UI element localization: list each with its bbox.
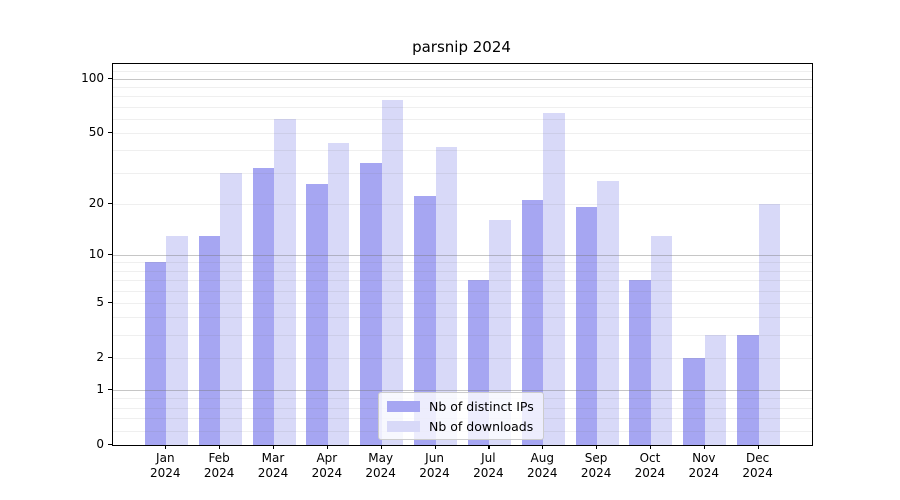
gridline-minor bbox=[113, 118, 812, 120]
bar-downloads-jan bbox=[166, 235, 188, 445]
x-tick-label: Sep 2024 bbox=[580, 451, 612, 480]
bar-distinct-ips-sep bbox=[575, 207, 598, 445]
x-tick-mark bbox=[165, 445, 167, 449]
gridline-major bbox=[113, 390, 812, 392]
x-tick-mark bbox=[380, 445, 382, 449]
gridline-minor bbox=[113, 290, 812, 292]
bar-distinct-ips-aug bbox=[521, 199, 544, 445]
x-tick-label: Jan 2024 bbox=[150, 451, 181, 480]
bar-downloads-nov bbox=[704, 335, 727, 445]
bar-downloads-oct bbox=[650, 235, 673, 445]
x-tick-label: Aug 2024 bbox=[526, 451, 558, 480]
legend-item-downloads: Nb of downloads bbox=[387, 419, 535, 434]
bar-distinct-ips-oct bbox=[629, 280, 651, 445]
legend-label-distinct-ips: Nb of distinct IPs bbox=[429, 398, 534, 414]
y-tick-mark bbox=[108, 77, 112, 80]
legend-label-downloads: Nb of downloads bbox=[429, 418, 534, 434]
x-tick-mark bbox=[434, 445, 436, 449]
x-tick-mark bbox=[757, 445, 759, 449]
gridline-minor bbox=[113, 172, 812, 174]
x-tick-mark bbox=[649, 445, 652, 449]
bar-downloads-jul bbox=[489, 220, 511, 445]
bar-distinct-ips-apr bbox=[306, 183, 328, 445]
gridline-major bbox=[113, 254, 812, 256]
gridline-minor bbox=[113, 87, 812, 89]
bar-distinct-ips-may bbox=[360, 163, 382, 445]
legend: Nb of distinct IPs Nb of downloads bbox=[378, 392, 544, 440]
bar-downloads-aug bbox=[543, 112, 565, 445]
x-tick-mark bbox=[326, 445, 329, 449]
x-tick-mark bbox=[542, 445, 544, 449]
x-tick-label: Dec 2024 bbox=[742, 451, 773, 480]
bar-downloads-jun bbox=[435, 146, 458, 445]
bar-downloads-may bbox=[381, 100, 404, 445]
y-tick-label: 100 bbox=[81, 70, 104, 85]
y-tick-label: 10 bbox=[88, 246, 104, 261]
bar-downloads-dec bbox=[758, 203, 781, 445]
legend-swatch-distinct-ips bbox=[387, 400, 420, 412]
gridline-minor bbox=[113, 317, 812, 319]
gridline-minor bbox=[113, 302, 812, 304]
y-tick-label: 5 bbox=[96, 294, 104, 309]
legend-swatch-downloads bbox=[387, 420, 420, 432]
y-tick-mark bbox=[108, 356, 112, 359]
bar-downloads-apr bbox=[327, 143, 350, 445]
y-tick-label: 50 bbox=[88, 125, 104, 140]
gridline-minor bbox=[113, 71, 812, 73]
bar-distinct-ips-feb bbox=[198, 235, 221, 445]
y-tick-label: 20 bbox=[88, 195, 104, 210]
x-tick-label: Mar 2024 bbox=[257, 451, 289, 480]
x-tick-mark bbox=[488, 445, 490, 449]
y-tick-mark bbox=[108, 202, 112, 204]
x-tick-label: Jun 2024 bbox=[419, 451, 450, 480]
gridline-minor bbox=[113, 262, 812, 264]
bar-downloads-feb bbox=[220, 172, 242, 445]
bar-distinct-ips-jan bbox=[144, 262, 167, 445]
x-tick-mark bbox=[219, 445, 221, 449]
gridline-minor bbox=[113, 96, 812, 98]
bar-downloads-mar bbox=[274, 118, 296, 445]
x-tick-label: Apr 2024 bbox=[311, 451, 343, 480]
x-tick-label: Nov 2024 bbox=[688, 451, 720, 480]
y-tick-mark bbox=[108, 132, 112, 134]
x-tick-mark bbox=[273, 445, 275, 449]
x-tick-mark bbox=[703, 445, 705, 449]
y-tick-label: 0 bbox=[96, 437, 104, 451]
gridline-minor bbox=[113, 335, 812, 337]
gridline-minor bbox=[113, 280, 812, 282]
y-tick-label: 2 bbox=[96, 349, 104, 364]
bar-downloads-sep bbox=[597, 180, 619, 445]
bar-distinct-ips-jun bbox=[414, 196, 436, 445]
gridline-minor bbox=[113, 357, 812, 359]
plot-area bbox=[112, 63, 813, 446]
gridline-minor bbox=[113, 133, 812, 135]
gridline-major bbox=[113, 78, 812, 80]
y-tick-mark bbox=[108, 389, 112, 391]
chart-title: parsnip 2024 bbox=[412, 38, 511, 56]
y-tick-mark bbox=[108, 444, 112, 446]
gridline-minor bbox=[113, 203, 812, 205]
x-tick-label: Oct 2024 bbox=[634, 451, 666, 480]
bar-distinct-ips-dec bbox=[737, 335, 759, 445]
gridline-minor bbox=[113, 106, 812, 108]
bar-distinct-ips-mar bbox=[252, 167, 274, 445]
gridline-minor bbox=[113, 270, 812, 272]
x-tick-label: Feb 2024 bbox=[203, 451, 235, 480]
legend-item-distinct-ips: Nb of distinct IPs bbox=[387, 399, 535, 414]
y-tick-mark bbox=[108, 301, 112, 304]
y-tick-mark bbox=[108, 253, 112, 255]
x-tick-label: May 2024 bbox=[365, 451, 396, 480]
y-tick-label: 1 bbox=[96, 382, 104, 397]
x-tick-mark bbox=[596, 445, 598, 449]
x-tick-label: Jul 2024 bbox=[473, 451, 504, 480]
gridline-minor bbox=[113, 150, 812, 152]
bar-distinct-ips-nov bbox=[683, 357, 705, 445]
